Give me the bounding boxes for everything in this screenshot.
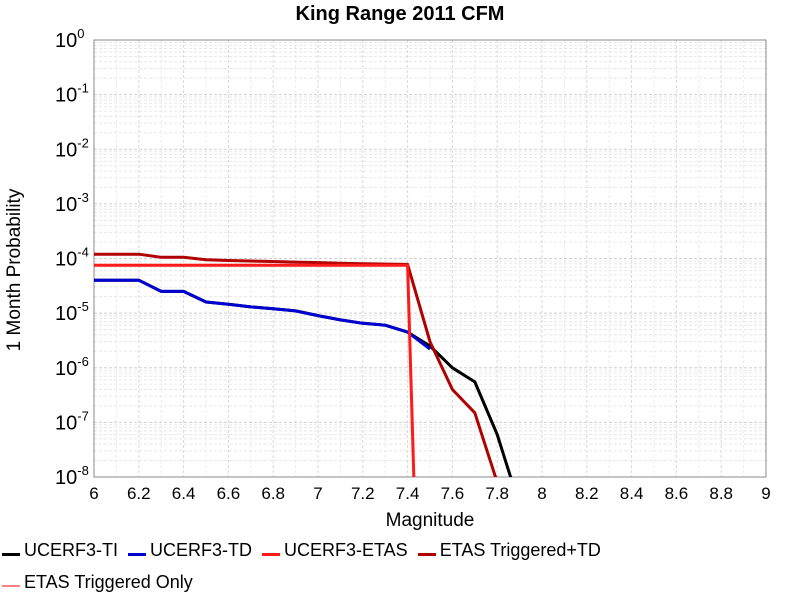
legend-item-etas-triggered-only: ETAS Triggered Only (0, 572, 193, 593)
y-tick-label: 10-2 (55, 135, 89, 161)
legend-row-1: UCERF3-TI UCERF3-TD UCERF3-ETAS ETAS Tri… (0, 534, 800, 566)
x-tick-label: 7.6 (441, 484, 465, 503)
x-tick-label: 8.4 (620, 484, 644, 503)
x-tick-label: 6 (89, 484, 98, 503)
legend-item-ucerf3-td: UCERF3-TD (126, 540, 252, 561)
y-tick-label: 10-7 (55, 408, 89, 434)
x-axis-label: Magnitude (386, 510, 475, 531)
legend-label: ETAS Triggered+TD (439, 539, 601, 560)
x-tick-labels: 6 6.2 6.4 6.6 6.8 7 7.2 7.4 7.6 7.8 8 8.2 8.4 8.6 8.8 9 (89, 484, 770, 503)
legend-row-2: ETAS Triggered Only (0, 566, 800, 598)
x-tick-label: 7.4 (396, 484, 420, 503)
x-tick-label: 9 (761, 484, 770, 503)
y-axis-label: 1 Month Probability (4, 188, 25, 351)
legend-label: UCERF3-ETAS (284, 539, 408, 560)
legend-label: UCERF3-TI (24, 539, 118, 560)
legend-item-ucerf3-ti: UCERF3-TI (0, 540, 118, 561)
x-tick-label: 7.8 (485, 484, 509, 503)
series-line-etas-triggered-td (94, 252, 498, 477)
x-tick-label: 6.8 (261, 484, 285, 503)
x-tick-label: 6.2 (127, 484, 151, 503)
x-tick-label: 7 (313, 484, 322, 503)
y-tick-label: 10-6 (55, 354, 89, 380)
x-tick-label: 8 (537, 484, 546, 503)
legend-swatch (262, 552, 280, 556)
x-tick-label: 8.2 (575, 484, 599, 503)
legend-item-etas-triggered-td: ETAS Triggered+TD (416, 540, 601, 561)
y-tick-label: 10-5 (55, 299, 89, 325)
x-tick-label: 7.2 (351, 484, 375, 503)
x-tick-label: 8.6 (665, 484, 689, 503)
legend-label: ETAS Triggered Only (24, 571, 193, 592)
legend-swatch (417, 552, 436, 556)
y-tick-label: 10-3 (55, 190, 89, 216)
legend-swatch (2, 585, 20, 587)
y-tick-label: 10-4 (55, 245, 89, 271)
y-tick-label: 100 (55, 26, 84, 52)
legend-swatch (128, 552, 146, 556)
legend-item-ucerf3-etas: UCERF3-ETAS (260, 540, 408, 561)
x-tick-label: 8.8 (709, 484, 733, 503)
y-tick-label: 10-1 (55, 81, 89, 107)
series-line-ucerf3-td (94, 278, 431, 351)
legend: UCERF3-TI UCERF3-TD UCERF3-ETAS ETAS Tri… (0, 534, 800, 598)
x-tick-label: 6.6 (217, 484, 241, 503)
y-tick-label: 10-8 (55, 463, 89, 489)
y-tick-labels: 100 10-1 10-2 10-3 10-4 10-5 10-6 10-7 10-8 (55, 26, 89, 489)
legend-swatch (2, 552, 20, 556)
plot-frame (93, 39, 767, 478)
chart: 6 6.2 6.4 6.6 6.8 7 7.2 7.4 7.6 7.8 8 8.2 8.4 8.6 8.8 9… (4, 3, 771, 531)
x-tick-label: 6.4 (172, 484, 196, 503)
chart-title: King Range 2011 CFM (296, 3, 505, 25)
series-line-ucerf3-etas (94, 263, 416, 477)
legend-label: UCERF3-TD (150, 539, 252, 560)
series-layer (94, 252, 513, 477)
